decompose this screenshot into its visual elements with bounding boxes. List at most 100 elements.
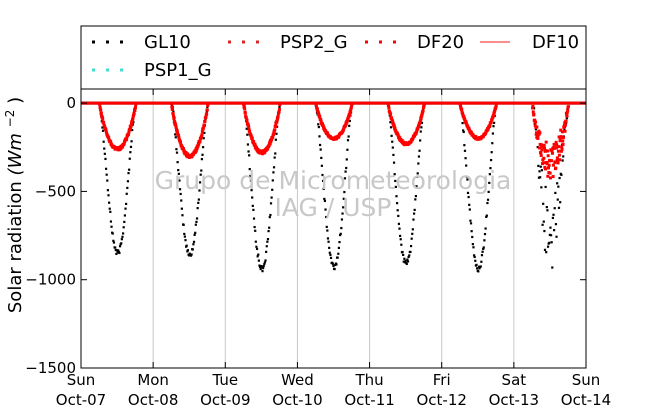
data-point xyxy=(536,136,540,140)
data-point xyxy=(184,239,187,242)
data-point xyxy=(546,209,549,212)
data-point xyxy=(128,157,131,160)
data-point xyxy=(171,112,175,116)
data-point xyxy=(421,109,425,113)
data-point xyxy=(398,227,401,230)
y-tick-label: 0 xyxy=(66,94,76,112)
data-point xyxy=(175,128,179,132)
data-point xyxy=(248,129,252,133)
data-point xyxy=(411,232,414,235)
y-axis-label-exponent: −2 xyxy=(3,110,17,128)
data-point xyxy=(542,161,546,165)
data-point xyxy=(115,249,119,252)
data-point xyxy=(131,128,134,132)
data-point xyxy=(265,250,268,253)
data-point xyxy=(98,105,102,109)
data-point xyxy=(545,149,549,153)
data-point xyxy=(485,214,488,217)
data-point xyxy=(558,158,562,162)
data-point xyxy=(492,125,495,128)
x-axis-ticks: Sun Oct-07 Mon Oct-08 Tue Oct-09 Wed Oct-10 Thu O… xyxy=(56,89,611,409)
data-point xyxy=(470,230,473,233)
data-point xyxy=(553,207,556,210)
data-point xyxy=(262,267,265,270)
data-point xyxy=(111,232,114,235)
data-point xyxy=(122,226,125,229)
data-point xyxy=(349,109,353,113)
data-point xyxy=(422,104,426,108)
data-point xyxy=(130,140,133,143)
y-tick-label: −500 xyxy=(35,182,76,200)
data-point xyxy=(200,130,204,134)
data-point xyxy=(278,102,282,106)
data-point xyxy=(276,114,280,118)
data-point xyxy=(247,127,251,131)
data-point xyxy=(314,105,318,109)
data-point xyxy=(389,121,392,124)
data-point xyxy=(417,155,421,158)
x-tick-label: Mon Oct-08 xyxy=(128,371,178,409)
data-point xyxy=(556,182,559,185)
data-point xyxy=(395,202,399,205)
legend-swatch-dot xyxy=(92,68,95,72)
data-point xyxy=(549,234,553,237)
data-point xyxy=(194,223,197,226)
data-point xyxy=(247,150,250,153)
data-point xyxy=(458,104,462,108)
data-point xyxy=(408,254,411,257)
data-point xyxy=(120,242,123,245)
data-point xyxy=(126,186,129,190)
data-point xyxy=(538,170,541,173)
data-point xyxy=(197,198,200,201)
data-point xyxy=(544,140,548,144)
svg-text:Solar radiation: Solar radiation (Wm −2 ) xyxy=(0,97,26,313)
data-point xyxy=(546,245,550,248)
data-point xyxy=(406,258,409,261)
data-point xyxy=(271,188,274,191)
data-point xyxy=(539,176,542,179)
data-point xyxy=(178,179,181,182)
data-point xyxy=(121,145,125,149)
data-point xyxy=(533,122,536,125)
data-point xyxy=(483,232,487,236)
data-point xyxy=(99,111,103,115)
data-point xyxy=(389,126,393,129)
data-point xyxy=(346,148,349,151)
data-point xyxy=(394,179,397,183)
data-layer xyxy=(81,101,586,273)
legend-swatch-dot xyxy=(379,40,382,44)
data-point xyxy=(533,124,537,128)
data-point xyxy=(243,111,247,115)
data-point xyxy=(551,266,554,269)
data-point xyxy=(486,201,489,205)
data-point xyxy=(419,139,422,142)
data-point xyxy=(272,166,276,169)
data-point xyxy=(319,120,323,124)
data-point xyxy=(195,220,198,223)
data-point xyxy=(192,240,196,243)
data-point xyxy=(271,132,275,136)
data-point xyxy=(198,181,202,184)
data-point xyxy=(339,233,342,237)
data-point xyxy=(466,191,470,194)
data-point xyxy=(552,146,556,150)
y-axis-label-main: Solar radiation xyxy=(5,181,26,313)
data-point xyxy=(175,151,179,154)
data-point xyxy=(180,199,183,202)
watermark-line-2: IAG / USP xyxy=(275,193,392,222)
legend-swatch-dot xyxy=(120,40,123,44)
data-point xyxy=(413,208,416,212)
data-point xyxy=(269,140,273,144)
data-point xyxy=(129,145,133,149)
data-point xyxy=(261,270,264,273)
data-point xyxy=(347,135,350,138)
data-point xyxy=(548,171,552,175)
data-point xyxy=(481,250,484,253)
data-point xyxy=(554,140,558,144)
data-point xyxy=(275,132,278,135)
data-point xyxy=(494,104,498,108)
data-point xyxy=(399,238,402,241)
data-point xyxy=(409,250,412,254)
data-point xyxy=(325,131,329,135)
